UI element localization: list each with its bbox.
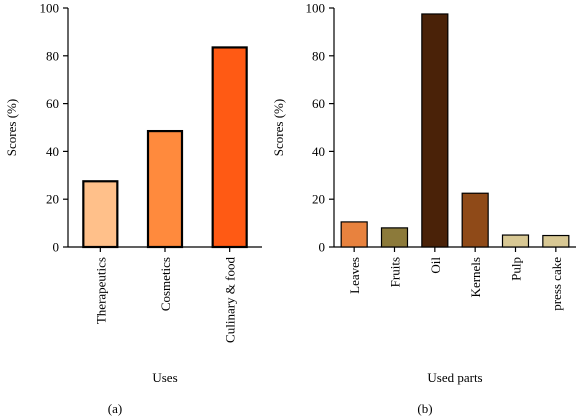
y-axis-title: Scores (%) — [4, 99, 19, 156]
y-tick-label: 0 — [53, 240, 60, 255]
chart-used-parts: 0 20 40 60 80 100 Leaves Fruits Oil Kernels Pulp pr… — [271, 1, 576, 416]
x-tick-label: Pulp — [509, 257, 524, 281]
bar-culinary-food — [211, 46, 248, 249]
x-axis-title: Uses — [152, 370, 177, 385]
bar-cosmetics — [146, 129, 184, 249]
y-tick-label: 20 — [46, 192, 59, 207]
y-tick-label: 100 — [306, 1, 326, 16]
x-tick-label: Leaves — [347, 257, 362, 294]
bar-fruits — [380, 227, 409, 248]
y-tick-label: 40 — [312, 144, 325, 159]
bar-kernels — [461, 192, 489, 248]
panel-label: (b) — [417, 401, 432, 416]
x-tick-label: Culinary & food — [223, 257, 238, 343]
y-tick-label: 80 — [312, 48, 325, 63]
y-tick-label: 40 — [46, 144, 59, 159]
bar-leaves — [340, 221, 368, 248]
y-tick-label: 100 — [40, 1, 60, 16]
chart-uses: 0 20 40 60 80 100 Therapeutics Cosmetics Culinar… — [4, 1, 262, 416]
x-tick-label: Oil — [428, 257, 443, 274]
y-axis-title: Scores (%) — [271, 99, 286, 156]
y-tick-label: 60 — [46, 96, 59, 111]
x-tick-label: press cake — [549, 257, 564, 311]
panel-label: (a) — [108, 401, 122, 416]
x-tick-label: Fruits — [388, 257, 403, 287]
x-tick-label: Therapeutics — [93, 257, 108, 324]
y-tick-label: 60 — [312, 96, 325, 111]
bar-press-cake — [542, 234, 570, 248]
y-tick-label: 20 — [312, 192, 325, 207]
x-axis-title: Used parts — [427, 370, 482, 385]
bar-oil — [421, 13, 449, 248]
y-tick-label: 80 — [46, 48, 59, 63]
x-tick-label: Cosmetics — [158, 257, 173, 311]
y-tick-label: 0 — [319, 240, 326, 255]
x-tick-label: Kernels — [468, 257, 483, 297]
bar-therapeutics — [82, 180, 119, 249]
bar-pulp — [501, 234, 530, 248]
